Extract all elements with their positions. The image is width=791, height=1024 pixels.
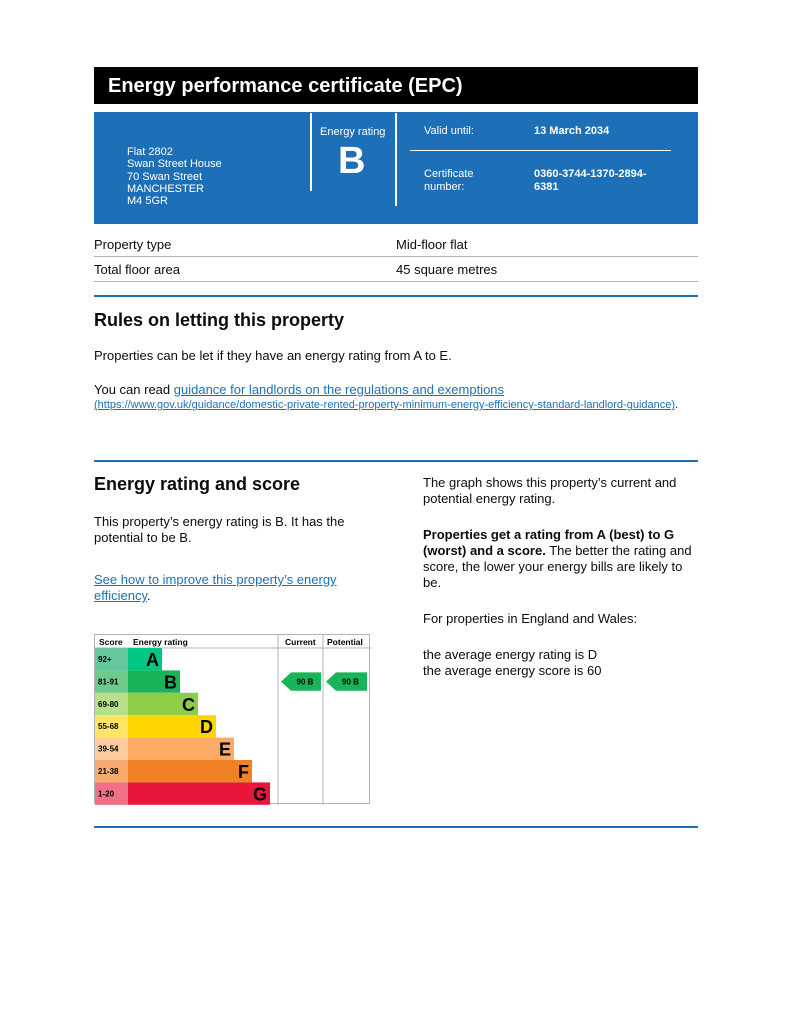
section-divider	[94, 826, 698, 828]
label-line: number:	[424, 181, 465, 193]
potential-rating-label: 90 B	[342, 678, 359, 687]
rating-letter: E	[219, 740, 231, 760]
guidance-paragraph: You can read guidance for landlords on t…	[94, 382, 694, 413]
score-cell	[95, 737, 128, 760]
property-type-row: Property type Mid-floor flat	[94, 232, 698, 257]
score-cell	[95, 692, 128, 716]
address-line: Swan Street House	[127, 158, 222, 171]
chart-header: Current	[285, 637, 316, 647]
rating-letter: D	[200, 717, 213, 737]
divider	[310, 113, 312, 191]
rating-bar-f	[128, 760, 252, 783]
current-rating-arrow	[281, 672, 321, 691]
label-line: Certificate	[424, 168, 474, 180]
divider	[395, 113, 397, 206]
valid-until-value: 13 March 2034	[534, 125, 610, 137]
improve-link[interactable]: See how to improve this property’s energ…	[94, 572, 337, 603]
score-range: 39-54	[98, 745, 119, 754]
text: Properties get a rating from A (best) to…	[423, 527, 693, 591]
rating-bar-e	[128, 737, 234, 760]
energy-rating-chart: Score Energy rating Current Potential 92+ A 81…	[94, 634, 371, 805]
certificate-number-value: 0360-3744-1370-2894- 6381	[534, 168, 647, 194]
text: You can read	[94, 382, 174, 397]
chart-header: Energy rating	[133, 637, 188, 647]
page-title: Energy performance certificate (EPC)	[94, 67, 698, 104]
text: the average energy score is 60	[423, 663, 602, 678]
rating-letter: C	[182, 695, 195, 715]
chart-header: Score	[99, 637, 123, 647]
row-value: 45 square metres	[396, 262, 498, 277]
score-heading: Energy rating and score	[94, 474, 301, 494]
guidance-url-link[interactable]: (https://www.gov.uk/guidance/domestic-pr…	[94, 399, 676, 411]
row-label: Total floor area	[94, 262, 180, 277]
row-label: Property type	[94, 237, 172, 252]
rating-letter: B	[164, 672, 177, 692]
score-range: 1-20	[98, 789, 115, 798]
energy-rating-value: B	[338, 140, 366, 182]
rating-bar-b	[128, 670, 180, 693]
score-range: 81-91	[98, 677, 119, 686]
text: The better the rating and score, the low…	[423, 543, 692, 590]
score-cell	[95, 648, 128, 671]
letting-text: Properties can be let if they have an en…	[94, 348, 452, 363]
certificate-summary: Flat 2802 Swan Street House 70 Swan Stre…	[94, 112, 698, 224]
address-line: M4 5GR	[127, 195, 168, 208]
letting-heading: Rules on letting this property	[94, 310, 345, 330]
score-cell	[95, 670, 128, 693]
score-cell	[95, 715, 128, 738]
score-explanation: The graph shows this property’s current …	[423, 475, 693, 679]
bold-text: Properties get a rating from A (best) to…	[423, 527, 675, 558]
address-line: Flat 2802	[127, 146, 173, 158]
valid-until-label: Valid until:	[424, 125, 474, 137]
chart-header: Potential	[327, 637, 363, 647]
certificate-number-label: Certificate number:	[424, 168, 474, 194]
address-line: MANCHESTER	[127, 182, 205, 195]
rating-bar-a	[128, 648, 162, 671]
score-cell	[95, 760, 128, 783]
text: .	[675, 399, 679, 411]
text: .	[147, 588, 151, 603]
rating-letter: G	[253, 784, 267, 804]
rating-letter: A	[146, 650, 159, 670]
rating-bar-g	[128, 782, 270, 805]
floor-area-row: Total floor area 45 square metres	[94, 257, 698, 282]
row-value: Mid-floor flat	[396, 237, 468, 252]
energy-rating-label: Energy rating	[320, 126, 386, 138]
text: the average energy rating is D	[423, 647, 598, 662]
current-rating-label: 90 B	[297, 678, 314, 687]
score-range: 69-80	[98, 700, 119, 709]
guidance-link[interactable]: guidance for landlords on the regulation…	[173, 382, 505, 397]
rating-letter: F	[238, 762, 249, 782]
section-divider	[94, 460, 698, 462]
improve-paragraph: See how to improve this property’s energ…	[94, 572, 364, 604]
rating-bar-d	[128, 715, 216, 738]
address: Flat 2802 Swan Street House 70 Swan Stre…	[127, 146, 222, 207]
score-cell	[95, 782, 128, 805]
value-line: 6381	[534, 181, 559, 193]
divider	[410, 150, 671, 151]
text: For properties in England and Wales:	[423, 611, 638, 626]
score-range: 92+	[98, 655, 112, 664]
value-line: 0360-3744-1370-2894-	[534, 168, 647, 180]
score-text: This property’s energy rating is B. It h…	[94, 514, 345, 545]
rating-bar-c	[128, 692, 198, 716]
score-range: 21-38	[98, 767, 119, 776]
section-divider	[94, 295, 698, 297]
address-line: 70 Swan Street	[127, 170, 203, 183]
potential-rating-arrow	[326, 672, 367, 691]
score-range: 55-68	[98, 722, 119, 731]
text: The graph shows this property’s current …	[423, 475, 677, 506]
